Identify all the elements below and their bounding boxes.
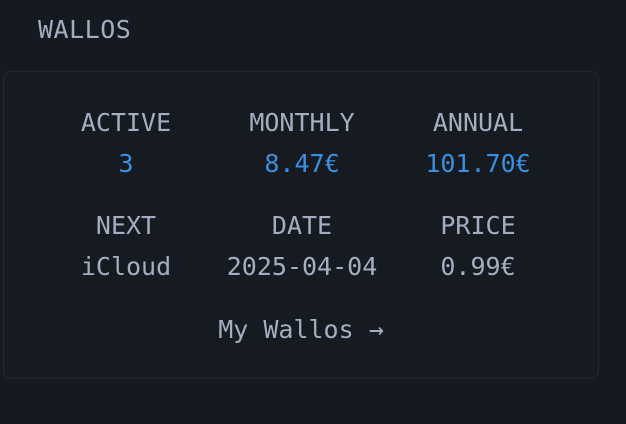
- next-payment-date: 2025-04-04: [226, 252, 378, 281]
- widget-title: WALLOS: [38, 15, 132, 44]
- monthly-cost: 8.47€: [264, 149, 340, 178]
- next-subscription-name: iCloud: [80, 252, 172, 281]
- annual-label: ANNUAL: [432, 108, 524, 137]
- date-label: DATE: [271, 211, 333, 240]
- active-count: 3: [118, 149, 134, 178]
- wallos-summary-card: ACTIVE MONTHLY ANNUAL 3 8.47€ 101.70€ NE…: [3, 71, 599, 379]
- my-wallos-link[interactable]: My Wallos →: [218, 315, 384, 344]
- price-label: PRICE: [440, 211, 516, 240]
- active-label: ACTIVE: [80, 108, 172, 137]
- annual-cost: 101.70€: [425, 149, 531, 178]
- next-payment-price: 0.99€: [440, 252, 516, 281]
- next-label: NEXT: [95, 211, 157, 240]
- monthly-label: MONTHLY: [249, 108, 355, 137]
